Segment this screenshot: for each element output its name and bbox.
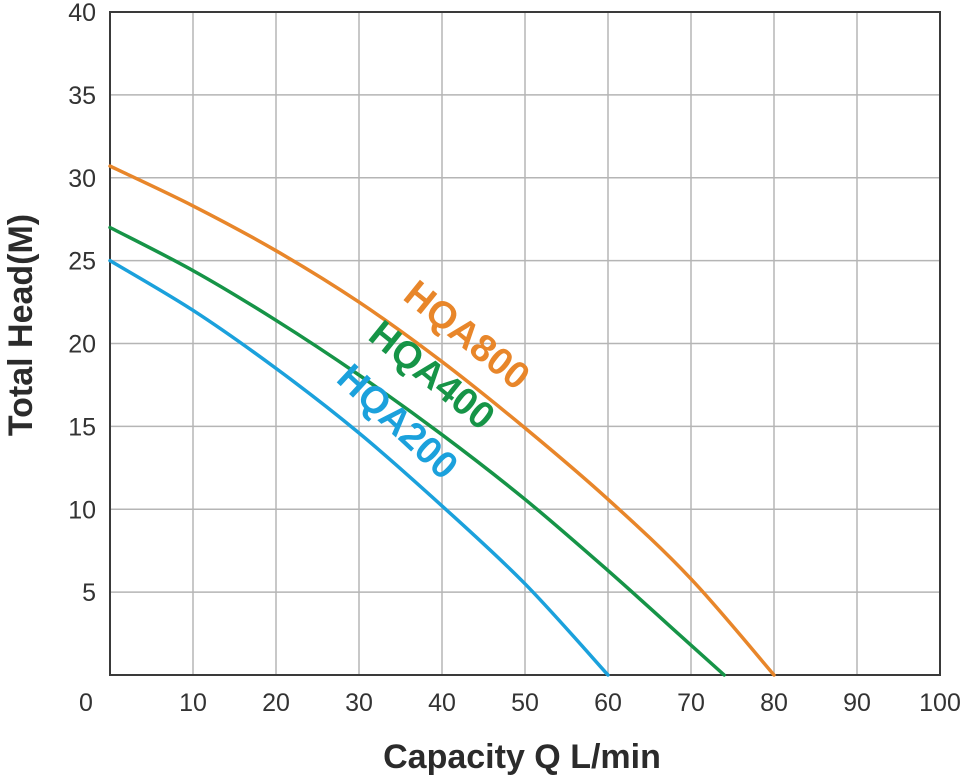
x-tick-label: 0 <box>79 689 93 717</box>
series-line-hqa200 <box>108 258 610 677</box>
x-tick-labels: 0 10 20 30 40 50 60 70 80 90 100 <box>79 689 961 717</box>
x-axis-label: Capacity Q L/min <box>383 738 661 776</box>
x-tick-label: 40 <box>428 689 456 717</box>
x-tick-label: 70 <box>677 689 705 717</box>
y-tick-label: 30 <box>68 165 96 193</box>
x-tick-label: 20 <box>262 689 290 717</box>
y-tick-label: 25 <box>68 248 96 276</box>
series-line-hqa400 <box>108 225 726 677</box>
series-line-hqa800 <box>108 164 776 677</box>
curves <box>108 164 776 677</box>
y-tick-label: 15 <box>68 413 96 441</box>
x-tick-label: 10 <box>179 689 207 717</box>
x-tick-label: 80 <box>760 689 788 717</box>
plot-frame <box>109 11 941 676</box>
x-tick-label: 60 <box>594 689 622 717</box>
x-tick-label: 90 <box>843 689 871 717</box>
y-tick-label: 20 <box>68 331 96 359</box>
y-tick-label: 35 <box>68 82 96 110</box>
y-tick-label: 5 <box>82 579 96 607</box>
grid <box>110 12 940 675</box>
y-tick-label: 10 <box>68 496 96 524</box>
y-axis-label: Total Head(M) <box>2 214 40 436</box>
y-tick-label: 40 <box>68 0 96 27</box>
y-tick-labels: 5 10 15 20 25 30 35 40 <box>68 0 96 607</box>
x-tick-label: 100 <box>919 689 961 717</box>
x-tick-label: 50 <box>511 689 539 717</box>
x-tick-label: 30 <box>345 689 373 717</box>
